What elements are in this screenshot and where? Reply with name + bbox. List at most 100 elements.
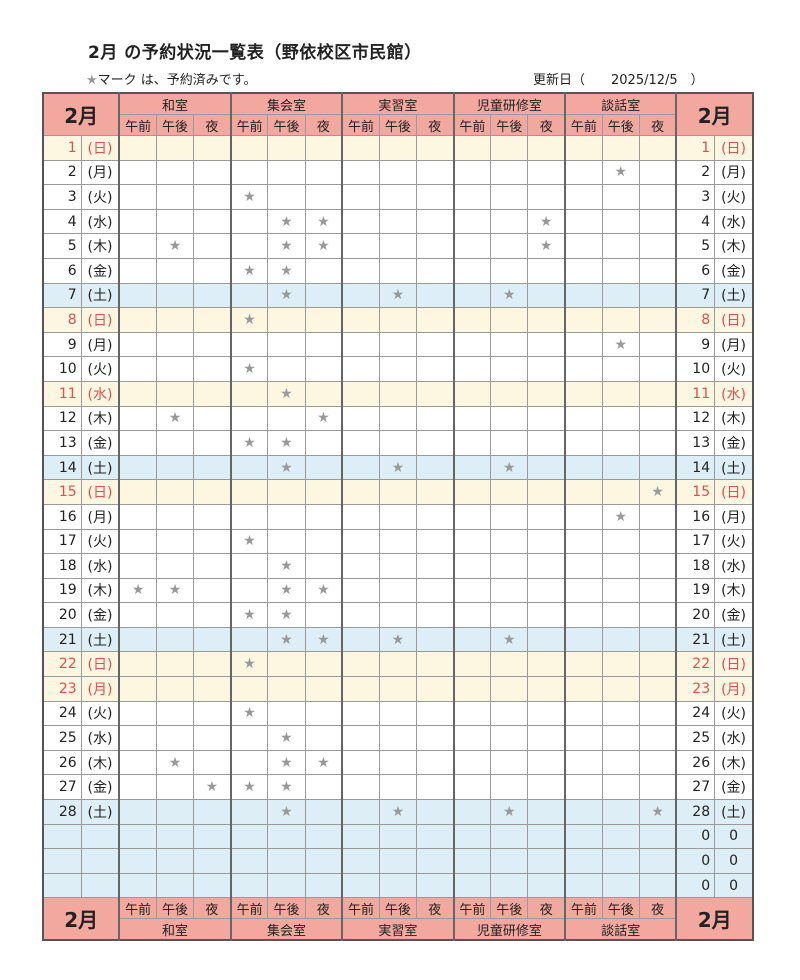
- slot-cell: [527, 184, 566, 210]
- slot-cell: [193, 823, 232, 850]
- slot-cell: [452, 626, 492, 653]
- weekday-right: 0: [714, 848, 754, 874]
- slot-cell: [415, 405, 455, 432]
- slot-cell: [155, 331, 195, 358]
- slot-cell: [638, 135, 677, 161]
- slot-cell: [564, 848, 603, 874]
- slot-cell: [378, 725, 417, 751]
- slot-cell: [341, 553, 380, 579]
- slot-header: 夜: [415, 114, 455, 136]
- slot-header: 午後: [490, 114, 529, 136]
- slot-cell: [564, 159, 603, 186]
- slot-cell: [229, 208, 269, 235]
- table-row: 18 (水) ★ 18 (水): [42, 553, 754, 579]
- slot-cell: [118, 307, 157, 333]
- slot-cell: [638, 725, 677, 751]
- weekday-right: (月): [714, 159, 754, 186]
- slot-cell: [229, 823, 269, 850]
- day-number-right: 15: [675, 479, 716, 505]
- slot-cell: [527, 430, 566, 456]
- slot-footer: 午後: [490, 897, 529, 920]
- slot-cell: [564, 700, 603, 727]
- slot-cell: ★: [193, 774, 232, 801]
- slot-cell: [118, 799, 157, 825]
- slot-cell: [415, 503, 455, 530]
- slot-cell: [601, 848, 640, 874]
- day-number-right: 7: [675, 282, 716, 309]
- slot-cell: [155, 700, 195, 727]
- day-number-right: 27: [675, 774, 716, 801]
- slot-cell: [638, 159, 677, 186]
- slot-cell: [452, 380, 492, 407]
- slot-cell: [638, 380, 677, 407]
- slot-cell: [341, 430, 380, 456]
- star-icon: ★: [280, 582, 293, 599]
- slot-cell: ★: [267, 553, 306, 579]
- day-number: 24: [42, 700, 82, 727]
- slot-cell: [490, 725, 529, 751]
- weekday: (日): [80, 479, 121, 505]
- slot-cell: [564, 872, 603, 899]
- star-icon: ★: [243, 705, 256, 722]
- day-number-right: 5: [675, 233, 716, 259]
- slot-cell: [378, 233, 417, 259]
- slot-cell: [564, 479, 603, 505]
- slot-cell: [155, 479, 195, 505]
- slot-header: 午後: [378, 114, 417, 136]
- slot-cell: ★: [490, 799, 529, 825]
- table-row: 10 (火) ★ 10 (火): [42, 356, 754, 382]
- slot-cell: [415, 135, 455, 161]
- slot-cell: [415, 454, 455, 481]
- slot-cell: [601, 233, 640, 259]
- slot-cell: [452, 135, 492, 161]
- slot-cell: [118, 430, 157, 456]
- day-number-right: 21: [675, 626, 716, 653]
- weekday: (水): [80, 208, 121, 235]
- slot-cell: [118, 676, 157, 702]
- star-icon: ★: [317, 213, 330, 230]
- slot-cell: [155, 799, 195, 825]
- day-number: 6: [42, 257, 82, 284]
- day-number-right: 6: [675, 257, 716, 284]
- slot-cell: [304, 135, 343, 161]
- slot-cell: [490, 577, 529, 604]
- slot-cell: [452, 430, 492, 456]
- day-number: 3: [42, 184, 82, 210]
- slot-cell: [564, 331, 603, 358]
- star-icon: ★: [391, 287, 405, 304]
- day-number-right: 10: [675, 356, 716, 382]
- slot-cell: [490, 823, 529, 850]
- weekday: (木): [80, 405, 121, 432]
- slot-cell: [490, 749, 529, 776]
- slot-footer: 午前: [118, 897, 157, 920]
- slot-cell: [452, 528, 492, 555]
- slot-cell: [638, 405, 677, 432]
- weekday-right: (土): [714, 799, 754, 825]
- slot-cell: [341, 823, 380, 850]
- day-number-right: 1: [675, 135, 716, 161]
- slot-cell: [229, 454, 269, 481]
- slot-cell: [341, 577, 380, 604]
- slot-cell: [378, 307, 417, 333]
- slot-cell: [341, 233, 380, 259]
- star-icon: ★: [503, 287, 516, 304]
- slot-cell: [378, 602, 417, 628]
- slot-cell: [527, 503, 566, 530]
- slot-footer: 夜: [415, 897, 455, 920]
- day-number-right: 9: [675, 331, 716, 358]
- slot-cell: [378, 430, 417, 456]
- slot-cell: [118, 725, 157, 751]
- slot-cell: [564, 356, 603, 382]
- slot-cell: ★: [229, 528, 269, 555]
- star-icon: ★: [86, 73, 98, 88]
- table-row: 3 (火) ★ 3 (火): [42, 184, 754, 210]
- slot-cell: ★: [229, 774, 269, 801]
- slot-cell: ★: [155, 405, 195, 432]
- weekday: (月): [80, 159, 121, 186]
- slot-cell: [229, 135, 269, 161]
- day-number-right: 11: [675, 380, 716, 407]
- day-number: 18: [42, 553, 82, 579]
- slot-cell: [601, 405, 640, 432]
- day-number: 23: [42, 676, 82, 702]
- slot-header: 夜: [527, 114, 566, 136]
